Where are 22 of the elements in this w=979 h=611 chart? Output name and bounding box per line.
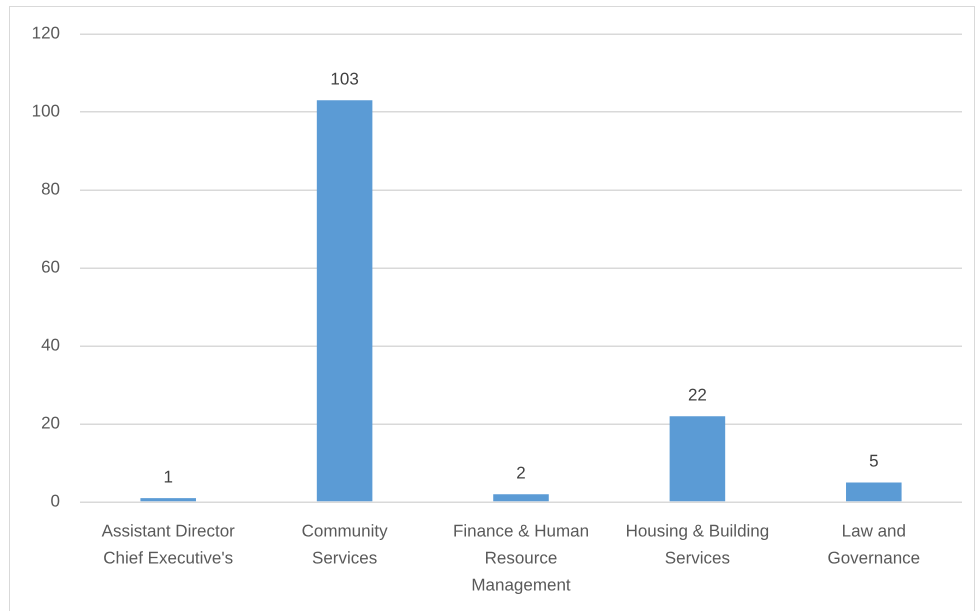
y-tick-label: 60 (41, 258, 60, 277)
data-label: 2 (516, 463, 526, 482)
x-tick-label: Law and Governance (827, 521, 920, 568)
data-label: 5 (869, 452, 879, 471)
bar (670, 416, 726, 502)
x-tick-label: Community Services (302, 521, 388, 568)
bar (316, 100, 372, 502)
x-tick-label: Assistant Director Chief Executive's (102, 521, 236, 568)
y-tick-label: 0 (50, 492, 60, 511)
y-tick-label: 40 (41, 336, 60, 355)
y-tick-label: 80 (41, 180, 60, 199)
x-tick-label: Housing & Building Services (626, 521, 770, 568)
y-tick-label: 100 (32, 102, 60, 121)
x-tick-label: Finance & Human Resource Management (452, 521, 590, 595)
bar (846, 482, 902, 502)
bar (493, 494, 549, 502)
y-tick-label: 120 (32, 24, 60, 43)
data-label: 103 (330, 69, 359, 88)
y-tick-label: 20 (41, 414, 60, 433)
bar (140, 498, 196, 502)
data-label: 22 (688, 385, 707, 404)
data-label: 1 (163, 467, 173, 486)
